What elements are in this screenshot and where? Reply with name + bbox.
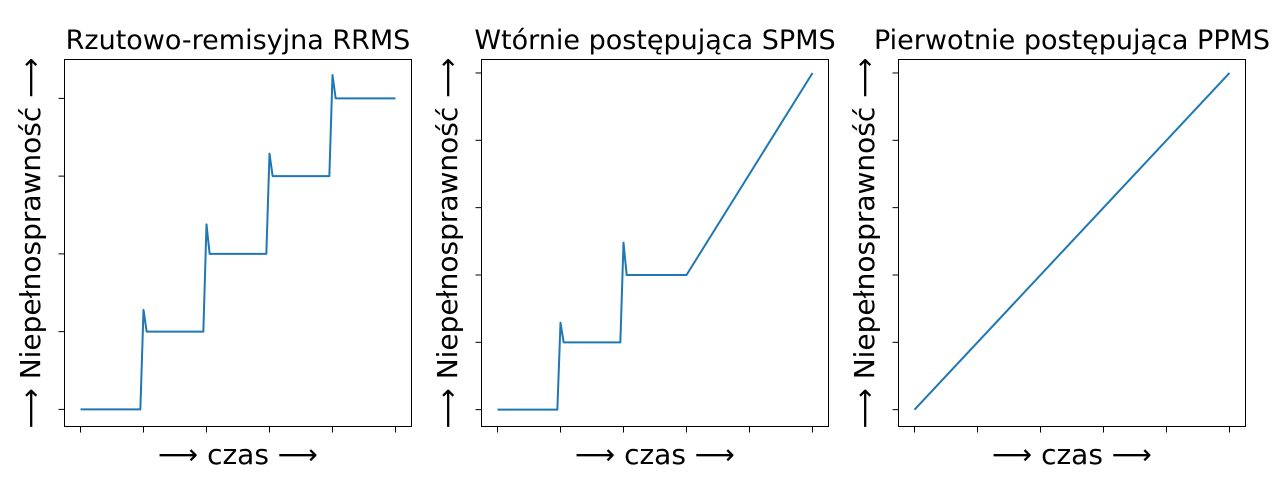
tick-marks — [475, 72, 813, 433]
chart-title: Pierwotnie postępująca PPMS — [874, 25, 1270, 56]
series-lines — [497, 72, 814, 411]
plot-frame — [64, 59, 412, 427]
y-axis-label: ⟶ Niepełnosprawność ⟶ — [14, 58, 47, 429]
x-axis-label: ⟶ czas ⟶ — [158, 438, 318, 471]
series-lines — [913, 72, 1231, 411]
panel-ppms: Pierwotnie postępująca PPMS ⟶ czas ⟶ ⟶ N… — [848, 25, 1270, 471]
plot-frame — [898, 59, 1246, 427]
x-axis-label: ⟶ czas ⟶ — [992, 438, 1152, 471]
y-axis-label: ⟶ Niepełnosprawność ⟶ — [431, 58, 464, 429]
series-lines — [80, 74, 396, 411]
panel-spms: Wtórnie postępująca SPMS ⟶ czas ⟶ ⟶ Niep… — [431, 25, 836, 471]
chart-title: Wtórnie postępująca SPMS — [474, 25, 835, 56]
x-axis-label: ⟶ czas ⟶ — [575, 438, 735, 471]
chart-title: Rzutowo-remisyjna RRMS — [66, 25, 411, 56]
tick-marks — [58, 97, 396, 433]
series-line — [497, 72, 814, 411]
series-line — [80, 74, 396, 411]
series-line — [913, 72, 1231, 411]
tick-marks — [892, 72, 1230, 433]
panel-rrms: Rzutowo-remisyjna RRMS ⟶ czas ⟶ ⟶ Niepeł… — [14, 25, 412, 471]
y-axis-label: ⟶ Niepełnosprawność ⟶ — [848, 58, 881, 429]
plot-frame — [481, 59, 829, 427]
